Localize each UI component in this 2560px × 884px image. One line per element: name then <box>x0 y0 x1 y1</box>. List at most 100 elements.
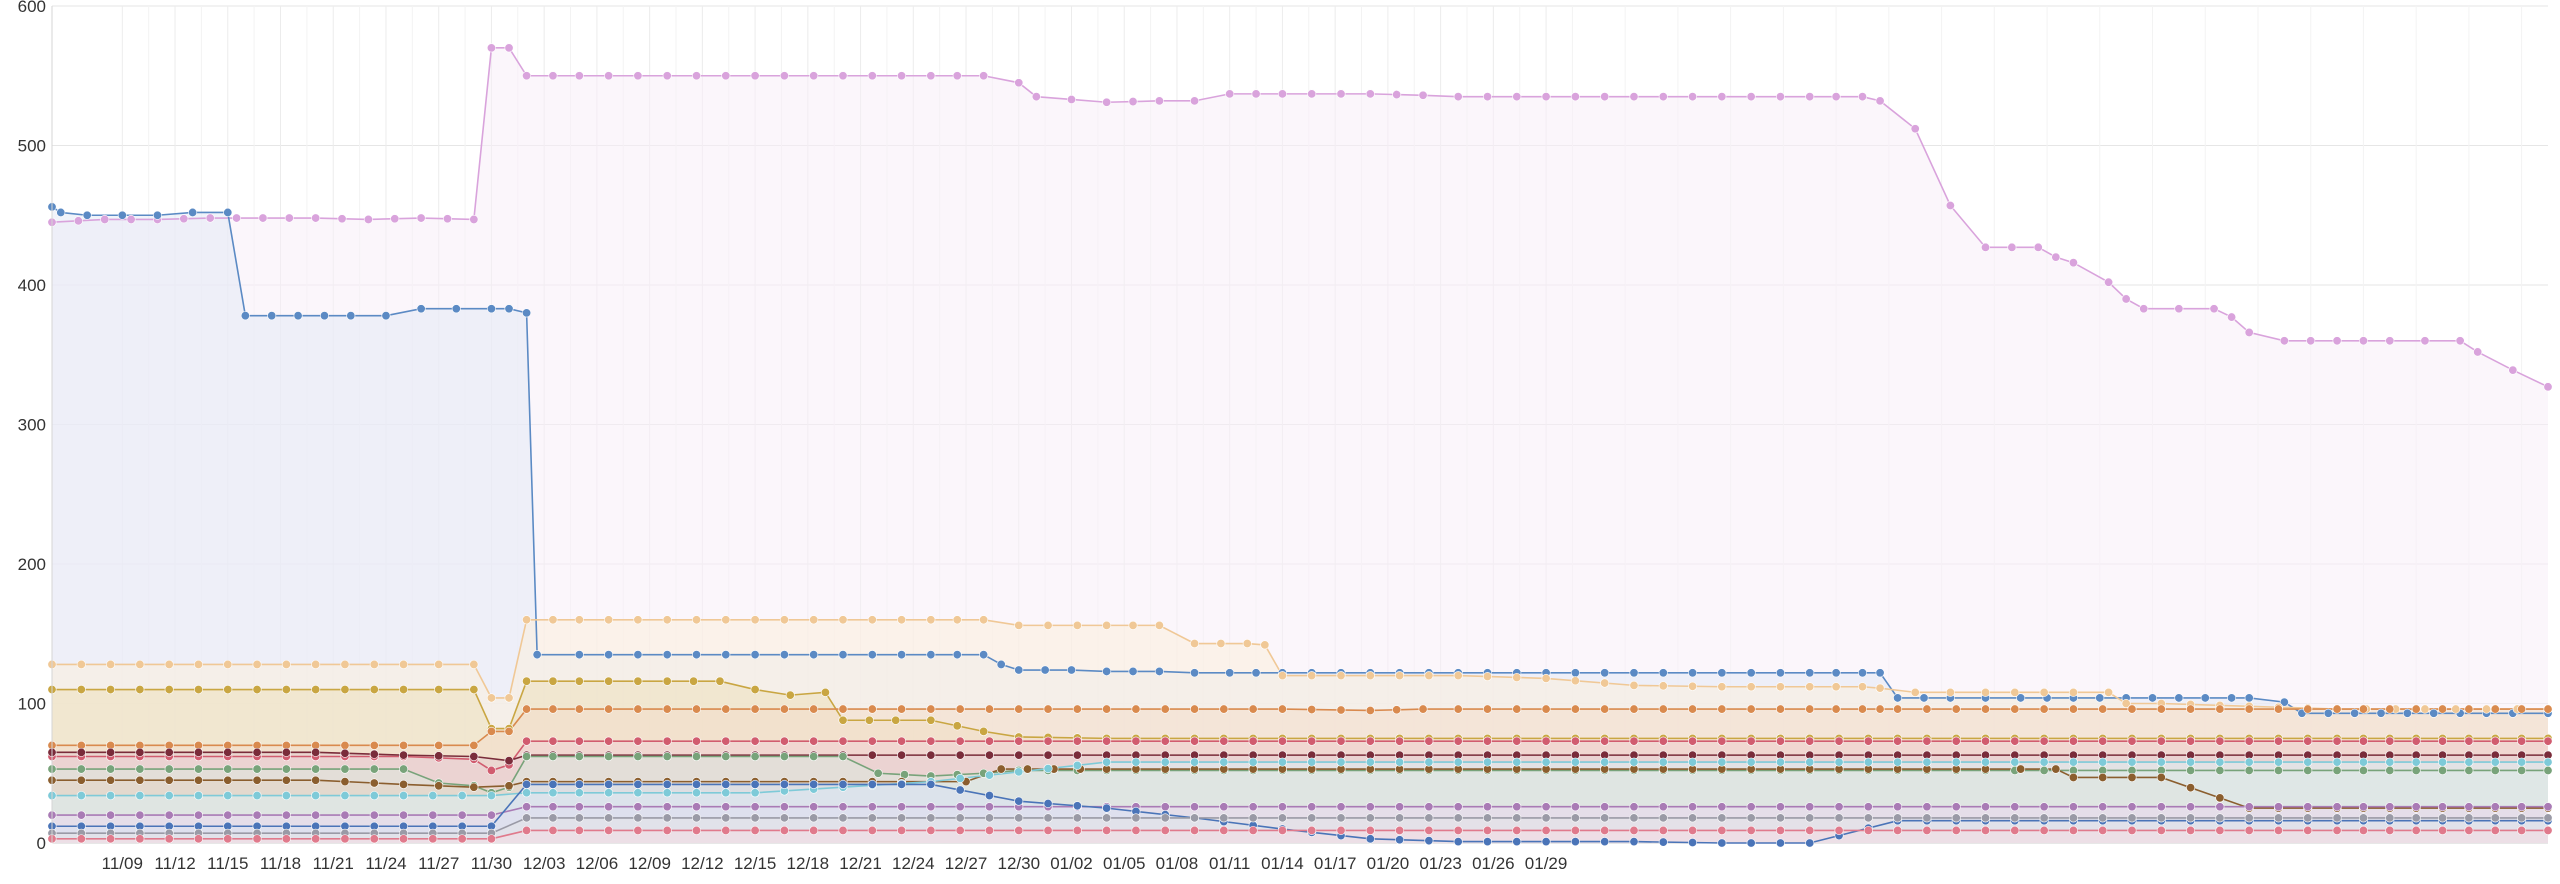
series-0-point <box>1154 96 1164 106</box>
series-12-point <box>1043 813 1053 823</box>
series-0-point <box>1775 92 1785 102</box>
series-12-point <box>1014 813 1024 823</box>
series-9-point <box>721 788 731 798</box>
series-12-point <box>779 813 789 823</box>
series-1-point <box>996 659 1006 669</box>
series-13-point <box>1746 825 1756 835</box>
series-8-point <box>2068 772 2078 782</box>
series-2-point <box>1945 687 1955 697</box>
series-13-point <box>1512 825 1522 835</box>
series-5-point <box>522 736 532 746</box>
series-5-point <box>486 765 496 775</box>
series-2-point <box>604 615 614 625</box>
series-13-point <box>2010 825 2020 835</box>
series-11-point <box>838 779 848 789</box>
series-4-point <box>2098 704 2108 714</box>
series-1-point <box>809 650 819 660</box>
series-2-point <box>979 615 989 625</box>
x-tick-label: 12/18 <box>787 854 830 873</box>
series-12-point <box>2273 813 2283 823</box>
series-2-point <box>2104 687 2114 697</box>
series-1-point <box>1717 668 1727 678</box>
series-0-point <box>1014 78 1024 88</box>
series-4-point <box>2411 704 2421 714</box>
series-2-point <box>2481 704 2491 714</box>
x-tick-label: 12/06 <box>576 854 619 873</box>
series-7-point <box>2358 765 2368 775</box>
series-2-point <box>399 659 409 669</box>
series-12-point <box>1863 813 1873 823</box>
series-7-point <box>2411 765 2421 775</box>
series-7-point <box>2385 765 2395 775</box>
series-10-point <box>369 810 379 820</box>
series-3-point <box>252 685 262 695</box>
series-5-point <box>662 736 672 746</box>
series-13-point <box>955 825 965 835</box>
series-4-point <box>2385 704 2395 714</box>
series-5-point <box>1570 736 1580 746</box>
axes: 0 100 200 300 400 500 600 11/09 11/12 11/15 11/18 1… <box>18 0 1568 873</box>
series-2-point <box>633 615 643 625</box>
series-0-point <box>2209 304 2219 314</box>
series-5-point <box>2303 736 2313 746</box>
series-4-point <box>662 704 672 714</box>
series-10-point <box>548 802 558 812</box>
series-0-point <box>1277 89 1287 99</box>
series-1-point <box>381 311 391 321</box>
series-0-point <box>721 71 731 81</box>
series-2-point <box>1307 671 1317 681</box>
series-12-point <box>984 813 994 823</box>
series-12-point <box>721 813 731 823</box>
series-1-point <box>522 308 532 318</box>
series-12-point <box>1336 813 1346 823</box>
series-2-point <box>897 615 907 625</box>
series-0-point <box>504 43 514 53</box>
series-1-point <box>2227 693 2237 703</box>
series-2-point <box>486 693 496 703</box>
series-11-point <box>604 779 614 789</box>
series-11-point <box>1805 838 1815 848</box>
series-13-point <box>2464 825 2474 835</box>
series-5-point <box>1834 736 1844 746</box>
series-7-point <box>164 764 174 774</box>
series-9-point <box>2438 757 2448 767</box>
series-13-point <box>193 834 203 844</box>
series-1-point <box>1805 668 1815 678</box>
series-3-point <box>838 715 848 725</box>
series-0-point <box>100 214 110 224</box>
series-0-point <box>179 214 189 224</box>
series-10-point <box>1746 802 1756 812</box>
series-0-point <box>2051 252 2061 262</box>
series-2-point <box>1365 671 1375 681</box>
series-6-point <box>984 750 994 760</box>
series-7-point <box>721 752 731 762</box>
series-13-point <box>548 825 558 835</box>
series-4-point <box>1717 704 1727 714</box>
series-2-point <box>1600 678 1610 688</box>
series-10-point <box>1717 802 1727 812</box>
series-5-point <box>1160 736 1170 746</box>
series-4-point <box>1775 704 1785 714</box>
series-10-point <box>2490 802 2500 812</box>
series-9-point <box>692 788 702 798</box>
series-4-point <box>1043 704 1053 714</box>
series-12-point <box>1277 813 1287 823</box>
series-4-point <box>926 704 936 714</box>
series-8-point <box>2186 783 2196 793</box>
series-9-point <box>340 791 350 801</box>
series-11-point <box>1746 838 1756 848</box>
series-6-point <box>340 748 350 758</box>
series-12-point <box>2490 813 2500 823</box>
series-8-point <box>369 778 379 788</box>
series-11-point <box>633 779 643 789</box>
series-12-point <box>1805 813 1815 823</box>
series-5-point <box>1248 736 1258 746</box>
series-5-point <box>2273 736 2283 746</box>
series-9-point <box>750 788 760 798</box>
series-2-point <box>952 615 962 625</box>
x-tick-label: 01/17 <box>1314 854 1357 873</box>
series-9-point <box>369 791 379 801</box>
series-5-point <box>574 736 584 746</box>
series-13-point <box>1395 825 1405 835</box>
series-10-point <box>1307 802 1317 812</box>
